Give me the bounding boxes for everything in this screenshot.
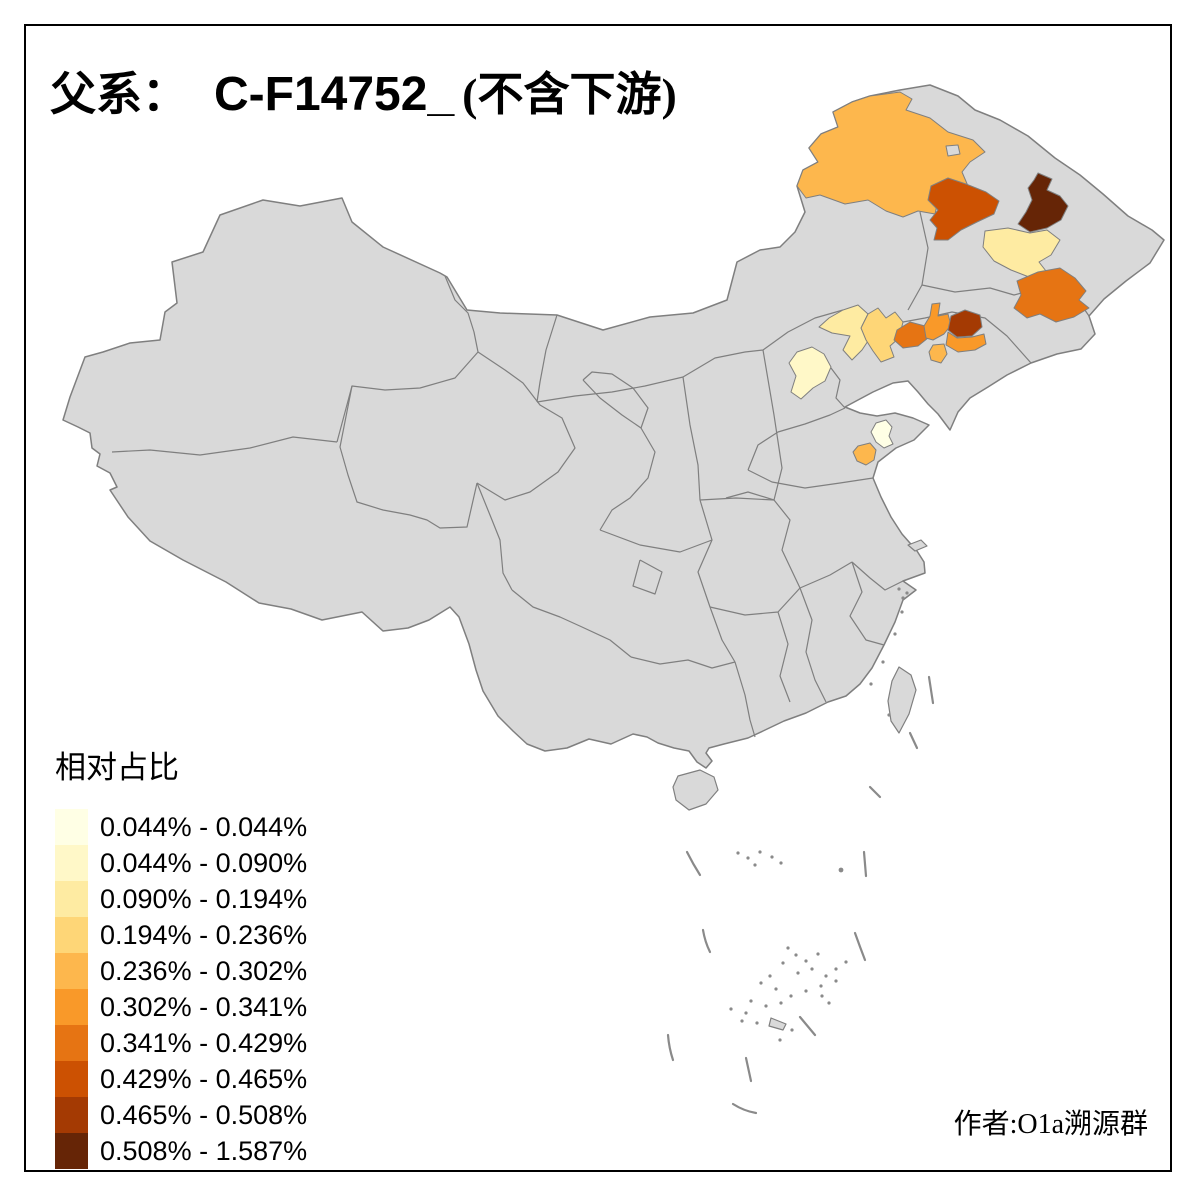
- region-patch-liaoning-central-west: [893, 321, 929, 349]
- legend-swatch: [55, 845, 88, 881]
- dash-segment: [701, 928, 712, 954]
- attribution: 作者:O1a溯源群: [953, 1109, 1148, 1140]
- legend-row: 0.044% - 0.090%: [55, 845, 307, 881]
- islands: [672, 539, 928, 1031]
- region-patch-heilongjiang-south: [982, 227, 1061, 278]
- legend-row: 0.044% - 0.044%: [55, 809, 307, 845]
- dash-segment: [685, 850, 702, 877]
- legend-row: 0.302% - 0.341%: [55, 989, 307, 1025]
- legend-swatch: [55, 917, 88, 953]
- hainan-island: [672, 769, 719, 811]
- legend-swatch: [55, 989, 88, 1025]
- region-patch-liaoning-central: [928, 343, 948, 364]
- scs-reef-blob: [768, 1017, 787, 1031]
- dash-segment: [927, 675, 935, 705]
- taiwan-island: [887, 666, 917, 734]
- region-patch-liaoning-north: [923, 302, 952, 341]
- region-patch-heilongjiang-north: [927, 177, 1000, 241]
- dash-segment: [798, 1015, 817, 1037]
- legend-rows: 0.044% - 0.044% 0.044% - 0.090% 0.090% -…: [55, 809, 307, 1169]
- legend-label: 0.044% - 0.090%: [100, 848, 308, 878]
- dash-segment: [666, 1033, 675, 1062]
- legend-swatch: [55, 953, 88, 989]
- title-suffix: (不含下游): [462, 69, 677, 120]
- dash-segment: [853, 931, 867, 962]
- region-patch-beijing: [788, 346, 832, 400]
- plot-frame: [24, 24, 1172, 1172]
- legend-row: 0.341% - 0.429%: [55, 1025, 307, 1061]
- legend-title: 相对占比: [55, 750, 179, 785]
- chongming-island: [907, 539, 928, 552]
- region-patch-heilongjiang-southeast: [1013, 267, 1090, 323]
- region-patch-liaoning-east: [947, 309, 983, 338]
- legend-row: 0.465% - 0.508%: [55, 1097, 307, 1133]
- dash-segment: [862, 850, 868, 878]
- legend-label: 0.465% - 0.508%: [100, 1100, 308, 1130]
- dash-segment: [868, 785, 882, 799]
- page-title: 父系： C-F14752_ (不含下游): [50, 58, 677, 124]
- legend-swatch: [55, 809, 88, 845]
- legend-label: 0.302% - 0.341%: [100, 992, 308, 1022]
- legend-row: 0.090% - 0.194%: [55, 881, 307, 917]
- dash-segment: [744, 1056, 753, 1083]
- region-patch-liaoning-west: [860, 307, 904, 363]
- title-haplogroup-code: C-F14752_: [214, 68, 455, 121]
- legend-label: 0.090% - 0.194%: [100, 884, 308, 914]
- region-patch-heilongjiang-central: [1017, 172, 1069, 233]
- dash-segment: [908, 731, 919, 750]
- legend: 相对占比 0.044% - 0.044% 0.044% - 0.090% 0.0…: [55, 742, 307, 1169]
- island-specks: [729, 587, 909, 1042]
- legend-row: 0.508% - 1.587%: [55, 1133, 307, 1169]
- legend-swatch: [55, 1025, 88, 1061]
- region-patch-liaoning-southeast: [945, 331, 987, 353]
- region-patch-shandong-peninsula-south: [852, 442, 877, 466]
- dash-segment: [731, 1102, 758, 1115]
- legend-label: 0.341% - 0.429%: [100, 1028, 308, 1058]
- region-hole: [945, 144, 961, 157]
- legend-swatch: [55, 1097, 88, 1133]
- legend-swatch: [55, 1061, 88, 1097]
- legend-label: 0.044% - 0.044%: [100, 812, 308, 842]
- legend-label: 0.429% - 0.465%: [100, 1064, 308, 1094]
- legend-swatch: [55, 1133, 88, 1169]
- legend-row: 0.236% - 0.302%: [55, 953, 307, 989]
- legend-row: 0.429% - 0.465%: [55, 1061, 307, 1097]
- nine-dash-line: [666, 675, 935, 1115]
- title-prefix: 父系：: [50, 69, 188, 120]
- colored-regions: [788, 91, 1090, 466]
- legend-label: 0.508% - 1.587%: [100, 1136, 308, 1166]
- region-patch-shandong-peninsula-north: [870, 419, 894, 449]
- legend-label: 0.236% - 0.302%: [100, 956, 308, 986]
- china-mainland: [62, 84, 1165, 769]
- legend-row: 0.194% - 0.236%: [55, 917, 307, 953]
- legend-label: 0.194% - 0.236%: [100, 920, 308, 950]
- legend-swatch: [55, 881, 88, 917]
